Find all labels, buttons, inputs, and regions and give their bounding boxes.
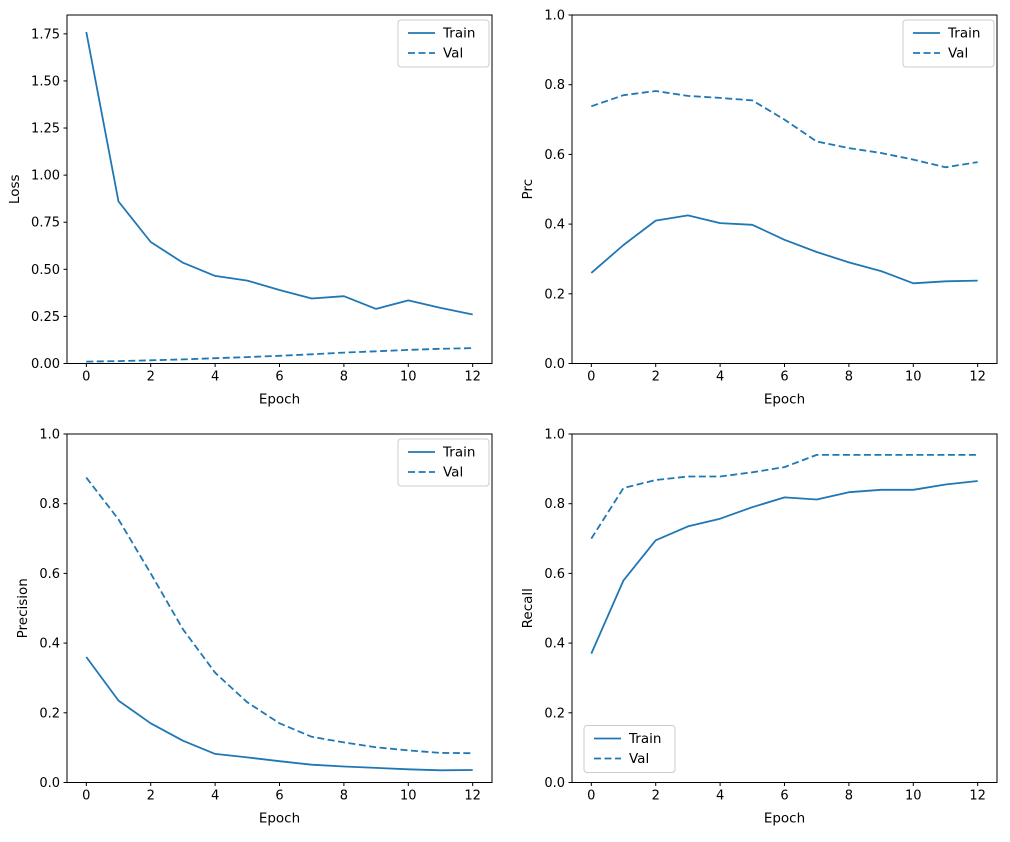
prc-legend-train-label: Train — [947, 26, 980, 42]
precision-x-tick-label: 0 — [82, 789, 90, 804]
precision-y-tick-label: 1.0 — [39, 428, 60, 443]
recall-x-tick-label: 10 — [905, 789, 922, 804]
recall-x-axis-label: Epoch — [764, 811, 805, 827]
prc-x-tick-label: 12 — [969, 370, 986, 385]
prc-y-tick-label: 0.8 — [544, 78, 565, 93]
precision-x-tick-label: 10 — [400, 789, 417, 804]
loss-x-tick-label: 4 — [211, 370, 219, 385]
prc-legend-box — [902, 19, 995, 68]
precision-val-line — [85, 477, 473, 755]
loss-legend-box — [397, 19, 490, 68]
loss-y-tick-label: 0.50 — [31, 263, 60, 278]
recall-legend-box — [583, 725, 676, 773]
loss-y-axis-label: Loss — [7, 174, 23, 204]
recall-x-tick-label: 8 — [845, 789, 853, 804]
loss-chart-cell: 0 2 4 6 8 10 12 0.00 0.25 0.50 0.75 1.00 1.25 1.50 1.7… — [0, 0, 505, 419]
prc-y-tick-label: 0.2 — [544, 287, 565, 302]
prc-legend-val-label: Val — [948, 46, 968, 62]
recall-x-tick-label: 6 — [780, 789, 788, 804]
prc-chart-cell: 0 2 4 6 8 10 12 0.0 0.2 0.4 0.6 0.8 1.0 Epoch Prc Train… — [505, 0, 1010, 419]
recall-chart-cell: 0 2 4 6 8 10 12 0.0 0.2 0.4 0.6 0.8 1.0 Epoch Recall Tr… — [505, 419, 1010, 838]
recall-y-tick-label: 0.6 — [544, 567, 565, 582]
precision-chart: 0 2 4 6 8 10 12 0.0 0.2 0.4 0.6 0.8 1.0 Epoch Precisio… — [15, 428, 493, 827]
loss-x-tick-label: 10 — [400, 370, 417, 385]
precision-y-tick-label: 0.0 — [39, 776, 60, 791]
loss-train-line — [85, 31, 473, 316]
recall-val-line — [590, 454, 978, 540]
recall-y-tick-label: 0.8 — [544, 497, 565, 512]
prc-y-tick-label: 0.4 — [544, 218, 565, 233]
precision-x-tick-label: 4 — [211, 789, 219, 804]
precision-y-tick-label: 0.8 — [39, 497, 60, 512]
precision-y-tick-label: 0.4 — [39, 637, 60, 652]
loss-x-tick-label: 12 — [464, 370, 481, 385]
precision-x-tick-label: 2 — [147, 789, 155, 804]
precision-x-tick-label: 8 — [340, 789, 348, 804]
recall-x-tick-label: 2 — [652, 789, 660, 804]
precision-x-tick-label: 12 — [464, 789, 481, 804]
loss-y-tick-label: 1.00 — [31, 169, 60, 184]
precision-legend-box — [397, 438, 490, 487]
prc-x-tick-label: 4 — [716, 370, 724, 385]
loss-chart: 0 2 4 6 8 10 12 0.00 0.25 0.50 0.75 1.00 1.25 1.50 1.7… — [7, 14, 493, 408]
recall-train-line — [590, 480, 978, 654]
precision-x-axis-label: Epoch — [259, 811, 300, 827]
precision-chart-cell: 0 2 4 6 8 10 12 0.0 0.2 0.4 0.6 0.8 1.0 Epoch Precisio… — [0, 419, 505, 838]
prc-x-tick-label: 0 — [587, 370, 595, 385]
loss-x-tick-label: 2 — [147, 370, 155, 385]
loss-y-tick-label: 0.00 — [31, 357, 60, 372]
recall-y-axis-label: Recall — [520, 588, 536, 628]
recall-x-tick-label: 4 — [716, 789, 724, 804]
loss-legend-val-label: Val — [443, 46, 463, 62]
prc-val-line — [591, 90, 978, 169]
recall-y-tick-label: 0.0 — [544, 776, 565, 791]
precision-train-line — [85, 656, 473, 772]
prc-train-line — [590, 214, 978, 285]
precision-y-tick-label: 0.2 — [39, 706, 60, 721]
loss-x-axis-label: Epoch — [259, 392, 300, 408]
prc-x-tick-label: 8 — [845, 370, 853, 385]
prc-x-tick-label: 6 — [780, 370, 788, 385]
prc-y-tick-label: 0.6 — [544, 148, 565, 163]
prc-x-axis-label: Epoch — [764, 392, 805, 408]
recall-y-tick-label: 1.0 — [544, 428, 565, 443]
prc-chart: 0 2 4 6 8 10 12 0.0 0.2 0.4 0.6 0.8 1.0 Epoch Prc Train… — [520, 9, 998, 408]
loss-y-tick-label: 1.25 — [31, 122, 60, 137]
loss-y-tick-label: 0.25 — [31, 310, 60, 325]
prc-y-tick-label: 0.0 — [544, 357, 565, 372]
prc-legend: Train Val — [902, 19, 995, 68]
precision-y-tick-label: 0.6 — [39, 567, 60, 582]
prc-y-axis-label: Prc — [520, 179, 536, 200]
prc-x-tick-label: 2 — [652, 370, 660, 385]
recall-x-tick-label: 0 — [587, 789, 595, 804]
recall-legend: Train Val — [583, 725, 676, 773]
recall-y-tick-label: 0.2 — [544, 706, 565, 721]
loss-y-tick-label: 0.75 — [31, 216, 60, 231]
precision-x-tick-label: 6 — [275, 789, 283, 804]
prc-x-tick-label: 10 — [905, 370, 922, 385]
precision-legend-train-label: Train — [442, 445, 475, 461]
precision-legend-val-label: Val — [443, 465, 463, 481]
recall-chart: 0 2 4 6 8 10 12 0.0 0.2 0.4 0.6 0.8 1.0 Epoch Recall Tr… — [520, 428, 998, 827]
loss-y-tick-label: 1.75 — [31, 27, 60, 42]
loss-x-tick-label: 8 — [340, 370, 348, 385]
recall-y-tick-label: 0.4 — [544, 637, 565, 652]
loss-x-tick-label: 0 — [82, 370, 90, 385]
loss-x-tick-label: 6 — [275, 370, 283, 385]
recall-legend-train-label: Train — [628, 731, 661, 747]
loss-legend: Train Val — [397, 19, 490, 68]
recall-legend-val-label: Val — [629, 751, 649, 767]
loss-legend-train-label: Train — [442, 26, 475, 42]
precision-y-axis-label: Precision — [15, 578, 31, 638]
loss-val-line — [86, 347, 473, 363]
prc-y-tick-label: 1.0 — [544, 9, 565, 24]
loss-y-tick-label: 1.50 — [31, 74, 60, 89]
precision-legend: Train Val — [397, 438, 490, 487]
recall-x-tick-label: 12 — [969, 789, 986, 804]
